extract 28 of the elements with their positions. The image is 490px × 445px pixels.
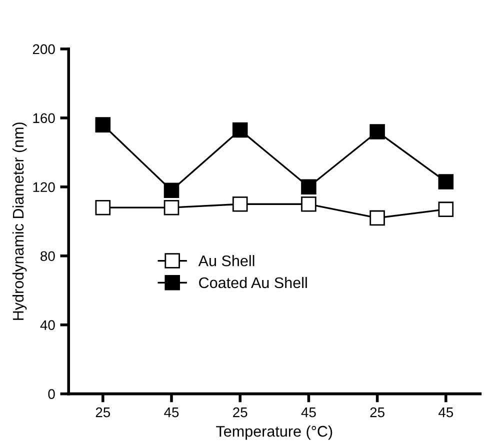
- x-tick-label: 25: [370, 407, 384, 418]
- y-tick-label: 40: [40, 320, 55, 330]
- x-tick-label: 45: [438, 408, 454, 418]
- x-tick-label: 25: [96, 407, 110, 418]
- point: [232, 196, 248, 212]
- point: [301, 196, 316, 212]
- legend-label: Au Shell: [198, 255, 254, 266]
- y-tick-label: 160: [33, 113, 55, 124]
- x-tick-label: 45: [164, 408, 179, 418]
- y-axis-title: Hydrodynamic Diameter (nm): [12, 122, 27, 320]
- point: [164, 182, 180, 198]
- point: [95, 117, 111, 132]
- point: [164, 200, 180, 216]
- point: [301, 179, 316, 195]
- x-tick-label: 25: [233, 407, 248, 418]
- y-tick-label: 0: [48, 389, 55, 399]
- point: [370, 124, 385, 140]
- y-tick-label: 120: [33, 182, 55, 192]
- x-axis-title: Temperature (°C): [216, 426, 332, 440]
- y-tick-label: 200: [32, 44, 55, 54]
- y-tick-label: 80: [40, 251, 55, 262]
- legend-label: Coated Au Shell: [199, 276, 307, 288]
- x-tick-label: 45: [301, 408, 316, 418]
- point: [95, 200, 111, 216]
- point: [232, 122, 248, 138]
- point: [438, 174, 454, 190]
- point: [438, 202, 454, 217]
- point: [370, 210, 385, 226]
